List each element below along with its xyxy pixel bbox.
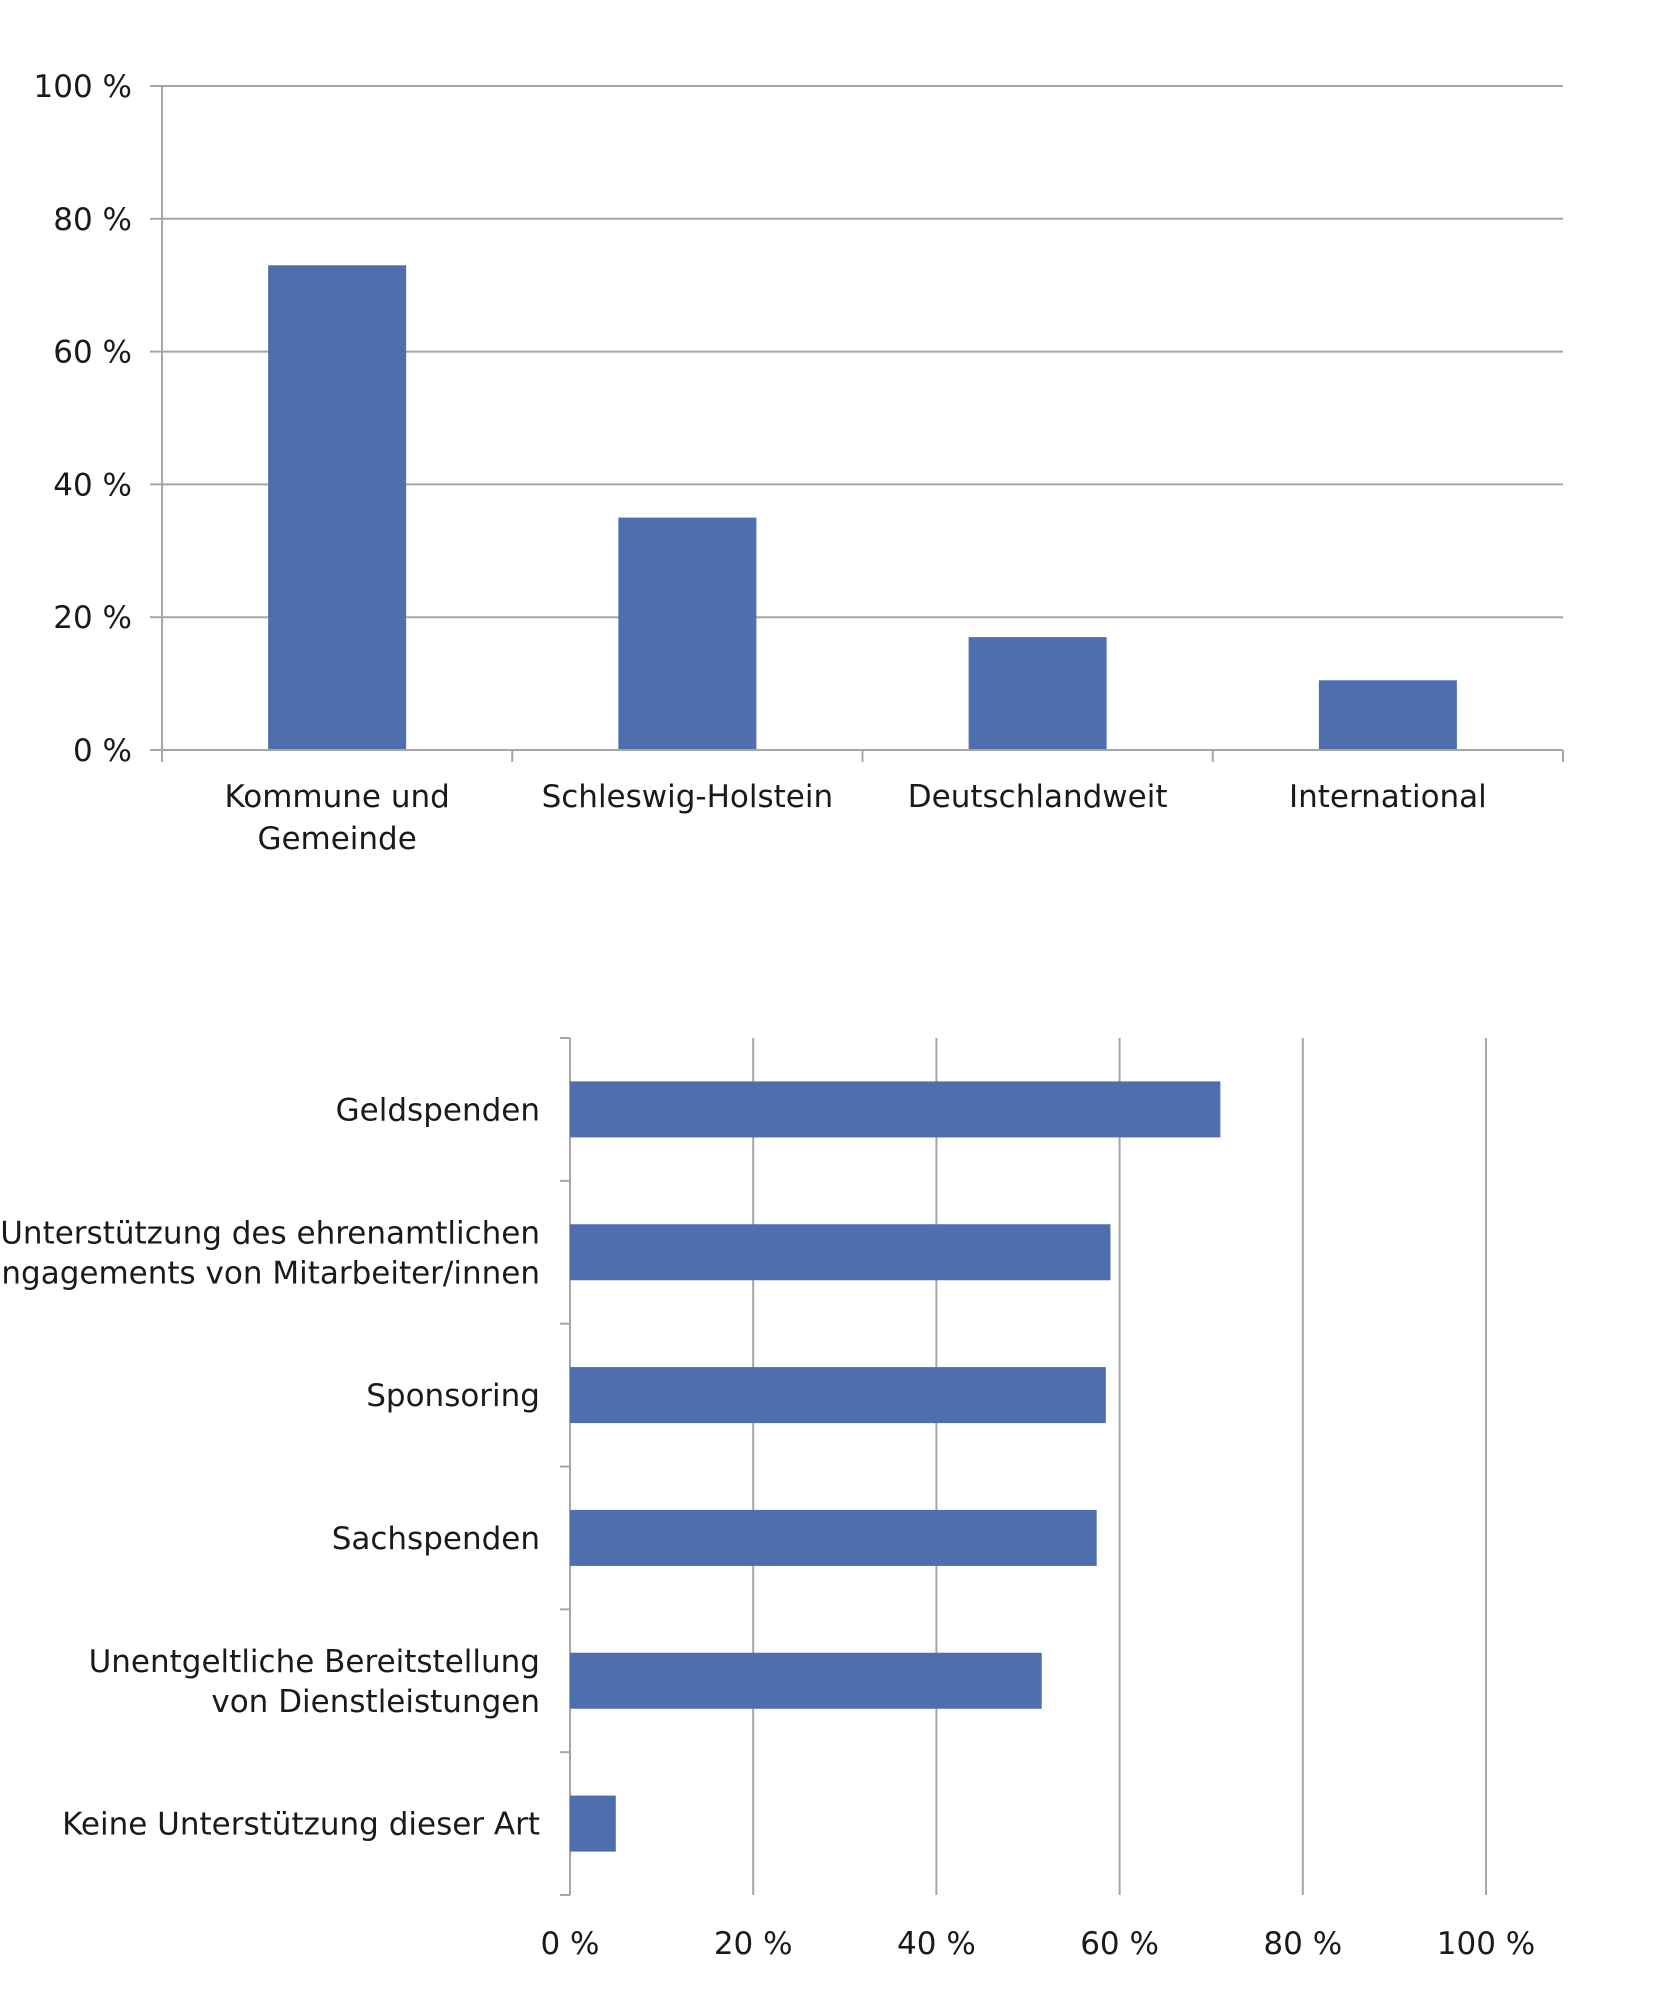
chart-2-group: 0 % 20 % 40 % 60 % 80 % 100 % Geldspenden Unter… xyxy=(0,1037,1535,1962)
chart-2-x-tick-label: 0 % xyxy=(540,1926,599,1962)
chart-2-bar xyxy=(570,1081,1221,1138)
chart-1-category-label: Kommune und xyxy=(224,779,449,815)
chart-1-category-label: Deutschlandweit xyxy=(908,779,1168,815)
chart-1-y-tick-label: 100 % xyxy=(34,69,132,105)
chart-2-bar xyxy=(570,1795,616,1852)
chart-2-x-tick-label: 40 % xyxy=(897,1926,976,1962)
chart-2-category-label: Sponsoring xyxy=(366,1378,540,1414)
chart-1-category-label: Gemeinde xyxy=(257,821,416,857)
chart-1-bar xyxy=(968,637,1107,750)
chart-2-category-label: Unterstützung des ehrenamtlichen xyxy=(0,1215,540,1251)
chart-2-x-tick-label: 60 % xyxy=(1080,1926,1159,1962)
chart-2-bar xyxy=(570,1509,1097,1566)
chart-2-category-label: Sachspenden xyxy=(332,1521,540,1557)
chart-1-bar xyxy=(1318,680,1457,750)
chart-1-y-tick-label: 20 % xyxy=(53,600,132,636)
chart-1-y-tick-label: 80 % xyxy=(53,202,132,238)
chart-2-category-label: Unentgeltliche Bereitstellung xyxy=(89,1644,540,1680)
chart-1-bar xyxy=(268,265,407,750)
chart-2-bar xyxy=(570,1224,1111,1281)
chart-2-category-label: Engagements von Mitarbeiter/innen xyxy=(0,1255,540,1291)
chart-1-category-label: Schleswig-Holstein xyxy=(542,779,834,815)
chart-1-y-tick-label: 40 % xyxy=(53,467,132,503)
chart-2-x-tick-label: 100 % xyxy=(1437,1926,1535,1962)
chart-2-x-tick-label: 80 % xyxy=(1263,1926,1342,1962)
chart-2-bar xyxy=(570,1652,1042,1709)
chart-1-category-label: International xyxy=(1289,779,1487,815)
chart-2-category-label: Geldspenden xyxy=(336,1092,540,1128)
chart-2-bar xyxy=(570,1367,1106,1424)
chart-1-group: 0 % 20 % 40 % 60 % 80 % 100 % Kommune und Gemei… xyxy=(34,69,1564,857)
chart-2-category-label: von Dienstleistungen xyxy=(211,1684,540,1720)
chart-1-bar xyxy=(618,517,757,750)
chart-1-y-tick-label: 0 % xyxy=(73,733,132,769)
chart-2-category-label: Keine Unterstützung dieser Art xyxy=(62,1807,540,1843)
chart-1-y-tick-label: 60 % xyxy=(53,335,132,371)
chart-2-x-tick-label: 20 % xyxy=(714,1926,793,1962)
